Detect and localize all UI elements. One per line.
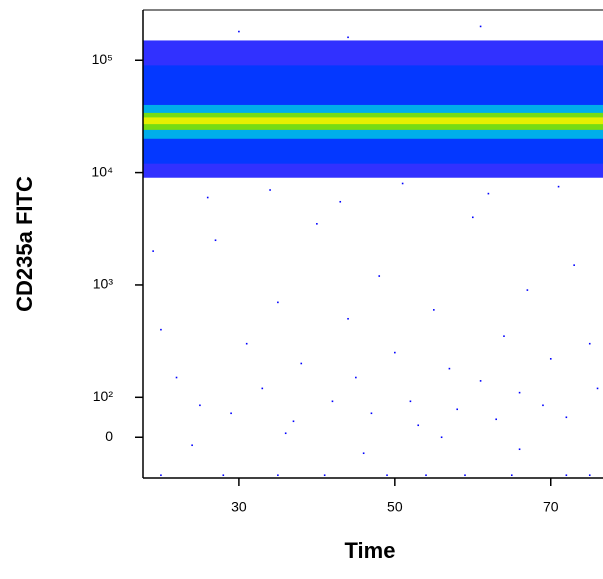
point	[323, 474, 326, 477]
point	[206, 196, 209, 199]
point	[175, 376, 178, 379]
point	[588, 474, 591, 477]
point	[440, 436, 443, 439]
point	[238, 30, 240, 33]
density-band	[143, 117, 603, 125]
point	[518, 391, 521, 394]
point	[425, 474, 427, 477]
point	[588, 342, 591, 345]
y-axis-title: CD235a FITC	[12, 176, 37, 312]
point	[292, 420, 295, 423]
point	[495, 418, 497, 421]
x-axis-title: Time	[345, 538, 396, 563]
point	[573, 264, 575, 266]
point	[518, 448, 521, 451]
point	[347, 36, 349, 39]
point	[471, 216, 474, 219]
y-tick-label: 10²	[93, 388, 114, 404]
point	[456, 408, 459, 411]
point	[409, 400, 412, 403]
point	[378, 275, 381, 277]
point	[549, 358, 552, 360]
point	[565, 416, 568, 419]
point	[557, 185, 560, 188]
point	[479, 25, 482, 28]
point	[448, 367, 451, 370]
point	[417, 424, 420, 427]
point	[222, 474, 225, 477]
point	[245, 342, 248, 345]
point	[214, 239, 217, 242]
point	[261, 387, 264, 390]
point	[596, 387, 599, 390]
point	[394, 351, 396, 354]
y-tick-label: 10³	[93, 276, 114, 292]
point	[347, 317, 349, 320]
point	[526, 289, 529, 291]
x-tick-label: 50	[387, 499, 403, 515]
point	[339, 200, 342, 203]
point	[370, 412, 373, 415]
point	[284, 432, 287, 435]
point	[401, 182, 404, 185]
point	[160, 328, 162, 331]
point	[464, 474, 466, 477]
point	[331, 400, 334, 403]
point	[316, 223, 318, 225]
point	[433, 309, 435, 311]
point	[277, 474, 279, 477]
point	[510, 474, 513, 477]
point	[300, 362, 303, 365]
x-tick-label: 30	[231, 499, 247, 515]
point	[503, 335, 505, 337]
point	[479, 380, 482, 382]
point	[355, 376, 357, 379]
point	[277, 301, 279, 304]
point	[565, 474, 568, 477]
point	[160, 474, 162, 477]
point	[230, 412, 232, 415]
point	[362, 452, 365, 455]
y-tick-label: 10⁵	[92, 51, 113, 67]
point	[191, 444, 193, 447]
point	[542, 404, 544, 407]
point	[487, 192, 490, 195]
y-tick-label: 0	[105, 428, 113, 444]
point	[269, 189, 271, 191]
point	[199, 404, 201, 407]
point	[152, 250, 154, 252]
x-tick-label: 70	[543, 499, 559, 515]
y-tick-label: 10⁴	[91, 163, 113, 179]
point	[386, 474, 388, 477]
